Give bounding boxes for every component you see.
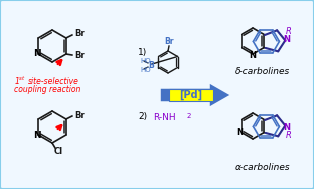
- Text: 1$^{st}$: 1$^{st}$: [14, 75, 26, 87]
- Text: α-carbolines: α-carbolines: [235, 163, 291, 171]
- Text: N: N: [236, 128, 243, 137]
- Text: R-NH: R-NH: [153, 112, 176, 122]
- Text: 2: 2: [187, 113, 191, 119]
- Text: N: N: [283, 35, 290, 44]
- Text: Br: Br: [74, 111, 85, 119]
- Text: [Pd]: [Pd]: [179, 89, 203, 100]
- Text: coupling reaction: coupling reaction: [14, 84, 80, 94]
- Text: N: N: [33, 50, 41, 59]
- FancyArrowPatch shape: [161, 84, 229, 106]
- Text: Cl: Cl: [53, 147, 62, 156]
- Text: N: N: [250, 50, 257, 60]
- Text: HO: HO: [141, 58, 151, 64]
- Text: HO: HO: [141, 67, 151, 73]
- Text: site-selective: site-selective: [28, 77, 79, 85]
- Text: Br: Br: [74, 29, 85, 39]
- Text: R: R: [285, 131, 291, 140]
- Text: 2): 2): [138, 112, 147, 122]
- Text: Br: Br: [164, 36, 174, 46]
- Text: Br: Br: [74, 51, 85, 60]
- FancyBboxPatch shape: [169, 89, 213, 101]
- Text: N: N: [33, 130, 41, 139]
- Text: 1): 1): [138, 47, 147, 57]
- Text: δ-carbolines: δ-carbolines: [236, 67, 291, 77]
- Text: B: B: [148, 60, 154, 70]
- Text: N: N: [283, 123, 290, 132]
- Text: R: R: [285, 27, 291, 36]
